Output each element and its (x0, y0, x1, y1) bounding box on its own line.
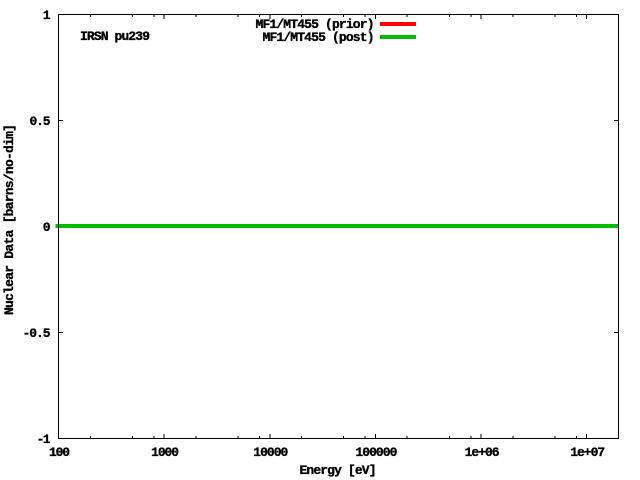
svg-text:0: 0 (43, 220, 51, 235)
svg-text:Energy [eV]: Energy [eV] (300, 463, 377, 478)
svg-text:1e+06: 1e+06 (465, 445, 500, 460)
svg-text:IRSN pu239: IRSN pu239 (80, 29, 150, 44)
svg-text:1e+07: 1e+07 (570, 445, 605, 460)
svg-text:100000: 100000 (355, 445, 397, 460)
svg-text:-1: -1 (37, 432, 51, 447)
svg-text:-0.5: -0.5 (23, 326, 51, 341)
svg-text:0.5: 0.5 (30, 114, 51, 129)
svg-text:Nuclear Data [barns/no-dim]: Nuclear Data [barns/no-dim] (2, 124, 17, 315)
svg-text:1: 1 (43, 8, 51, 23)
svg-text:MF1/MT455 (post): MF1/MT455 (post) (263, 30, 375, 45)
svg-text:1000: 1000 (151, 445, 179, 460)
svg-text:100: 100 (49, 445, 70, 460)
svg-text:MF1/MT455 (prior): MF1/MT455 (prior) (256, 17, 375, 32)
svg-text:10000: 10000 (253, 445, 288, 460)
